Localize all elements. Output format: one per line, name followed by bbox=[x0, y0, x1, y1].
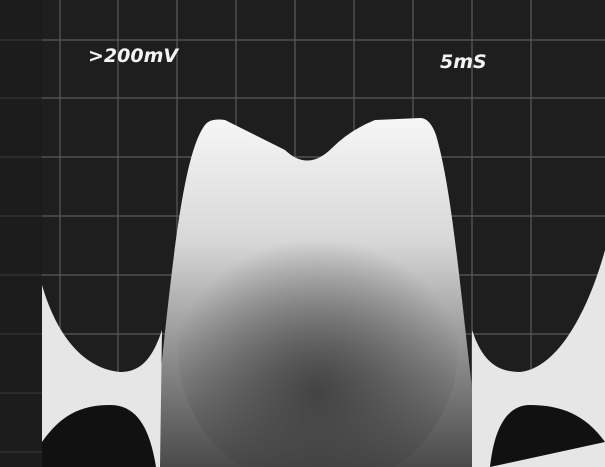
waveform-right-gap bbox=[490, 405, 605, 467]
waveform-right bbox=[472, 250, 605, 467]
waveform-left-gap bbox=[42, 405, 156, 467]
volts-per-div: >200mV bbox=[88, 45, 179, 67]
waveform-shade bbox=[178, 210, 458, 467]
screen-edge bbox=[0, 0, 42, 467]
time-per-div: 5mS bbox=[440, 51, 487, 73]
